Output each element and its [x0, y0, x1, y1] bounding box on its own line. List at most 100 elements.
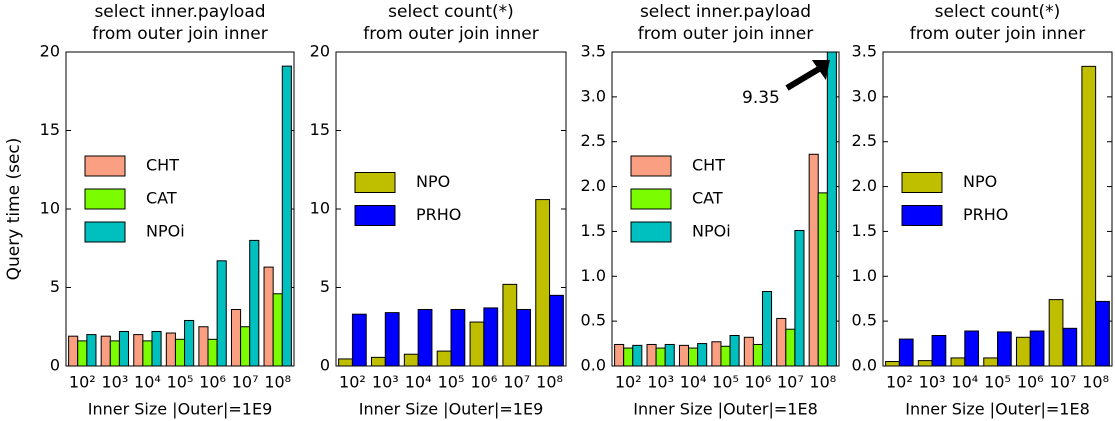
- bar: [417, 308, 433, 366]
- bar: [469, 321, 485, 366]
- y-tick-label: 10: [40, 199, 60, 218]
- legend-swatch: [354, 205, 396, 226]
- bar: [263, 266, 274, 366]
- legend-swatch: [84, 221, 126, 243]
- bar: [142, 340, 153, 366]
- legend-label: NPOi: [692, 222, 731, 241]
- x-tick-label: 10⁷: [503, 373, 530, 392]
- x-tick-label: 10⁵: [984, 373, 1011, 392]
- bar: [646, 343, 657, 366]
- legend-label: PRHO: [963, 205, 1008, 224]
- x-tick-label: 10⁶: [199, 373, 226, 392]
- bar: [752, 343, 763, 366]
- bar: [151, 330, 162, 366]
- y-tick-label: 1.5: [581, 221, 606, 240]
- y-tick-label: 3.0: [852, 86, 877, 105]
- x-axis-label: Inner Size |Outer|=1E9: [359, 400, 544, 419]
- x-tick-label: 10⁴: [134, 373, 161, 392]
- bar: [1015, 336, 1031, 366]
- plot-area: [614, 52, 837, 366]
- x-tick-label: 10²: [339, 373, 366, 392]
- plot-area: [885, 65, 1110, 366]
- y-tick-label: 20: [310, 42, 330, 61]
- y-tick-label: 10: [310, 199, 330, 218]
- bar: [100, 335, 111, 366]
- bar: [535, 199, 551, 366]
- bar: [632, 344, 643, 366]
- y-tick-label: 1.5: [852, 221, 877, 240]
- bar: [720, 345, 731, 366]
- legend-swatch: [630, 188, 672, 210]
- bar: [826, 52, 837, 366]
- bar: [502, 283, 518, 366]
- bar: [230, 308, 242, 366]
- bar: [1095, 300, 1110, 366]
- bar: [207, 338, 218, 366]
- bar: [931, 334, 947, 366]
- bar: [1048, 299, 1064, 366]
- x-tick-label: 10⁸: [536, 373, 563, 392]
- chart-title: from outer join inner: [92, 24, 267, 44]
- bar: [68, 335, 79, 366]
- bar: [1029, 330, 1045, 366]
- x-axis-label: Inner Size |Outer|=1E8: [905, 400, 1090, 419]
- x-tick-label: 10⁴: [405, 373, 432, 392]
- legend-label: CAT: [146, 189, 177, 208]
- bar: [133, 334, 144, 366]
- y-tick-label: 0.5: [852, 311, 877, 330]
- legend-label: NPO: [963, 172, 997, 191]
- x-tick-label: 10⁶: [745, 373, 772, 392]
- x-tick-label: 10⁵: [167, 373, 194, 392]
- bar: [817, 192, 828, 366]
- bar: [483, 307, 499, 366]
- legend-swatch: [84, 155, 126, 177]
- y-tick-label: 2.5: [581, 131, 606, 150]
- x-tick-label: 10⁵: [438, 373, 465, 392]
- bar: [761, 291, 773, 366]
- y-tick-label: 3.5: [852, 42, 877, 61]
- bar: [664, 343, 675, 366]
- bar: [370, 356, 386, 366]
- legend-label: CHT: [146, 156, 179, 175]
- legend-swatch: [630, 155, 672, 177]
- bar: [384, 312, 400, 366]
- x-tick-label: 10³: [647, 373, 674, 392]
- axes-frame: [882, 51, 1113, 367]
- x-tick-label: 10³: [372, 373, 399, 392]
- bar: [174, 338, 186, 366]
- bar: [165, 332, 176, 366]
- y-tick-label: 0.5: [581, 311, 606, 330]
- x-tick-label: 10⁷: [1050, 373, 1077, 392]
- x-tick-label: 10²: [886, 373, 913, 392]
- x-tick-label: 10⁸: [1082, 373, 1109, 392]
- annotation-arrow: [785, 63, 826, 91]
- plot-area: [68, 65, 292, 366]
- y-tick-label: 15: [310, 120, 330, 139]
- y-tick-label: 0: [320, 356, 330, 375]
- x-tick-label: 10⁸: [264, 373, 291, 392]
- x-tick-label: 10⁵: [712, 373, 739, 392]
- x-tick-label: 10³: [101, 373, 128, 392]
- chart-title: from outer join inner: [363, 24, 538, 44]
- bar: [785, 328, 796, 366]
- legend-swatch: [84, 188, 126, 210]
- y-axis-label: Query time (sec): [4, 138, 24, 281]
- axes-frame: [65, 51, 295, 367]
- annotation: 9.35: [742, 88, 780, 108]
- x-tick-label: 10²: [615, 373, 642, 392]
- x-tick-label: 10⁷: [232, 373, 259, 392]
- bar: [950, 357, 966, 366]
- chart-title: select count(*): [935, 2, 1061, 22]
- bar: [678, 344, 690, 366]
- y-tick-label: 0: [50, 356, 60, 375]
- x-tick-label: 10⁸: [809, 373, 836, 392]
- bar: [184, 319, 195, 366]
- bar: [118, 330, 130, 366]
- y-tick-label: 5: [50, 277, 60, 296]
- chart-title: from outer join inner: [910, 24, 1085, 44]
- x-tick-label: 10²: [69, 373, 96, 392]
- bar: [983, 357, 999, 366]
- bar: [614, 343, 625, 366]
- annotation-arrowhead: [811, 60, 830, 80]
- bar: [77, 340, 88, 366]
